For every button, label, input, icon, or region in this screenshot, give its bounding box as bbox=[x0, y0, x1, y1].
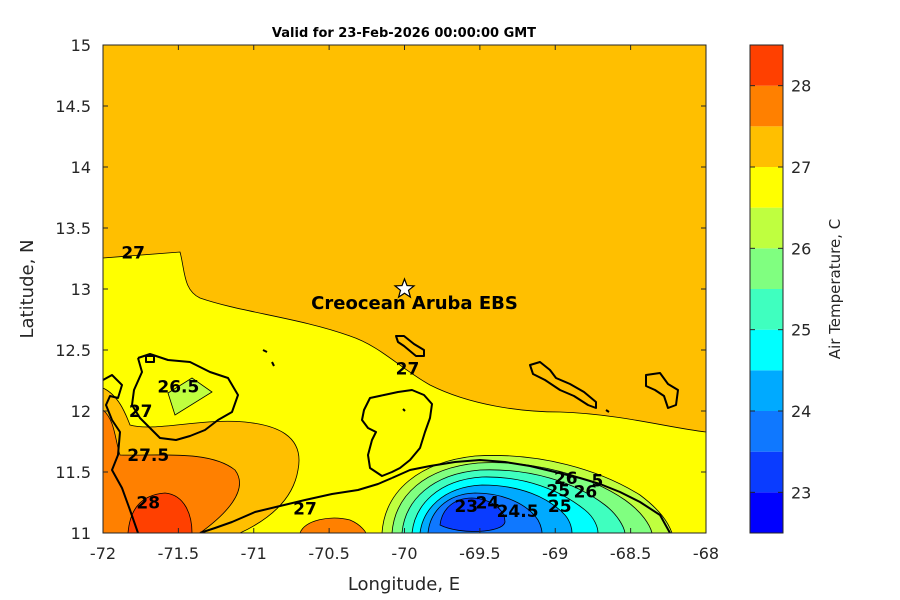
colorbar-segment bbox=[750, 492, 783, 533]
colorbar-tick-label: 28 bbox=[791, 77, 811, 96]
x-tick-label: -68.5 bbox=[610, 544, 651, 563]
coast-aruba bbox=[395, 335, 425, 357]
x-tick-label: -71.5 bbox=[158, 544, 199, 563]
colorbar-segment bbox=[750, 370, 783, 411]
coast-islet-3 bbox=[271, 361, 275, 367]
colorbar-segment bbox=[750, 207, 783, 249]
fill-27_5-28-east bbox=[300, 518, 366, 533]
contour-label: 27 bbox=[396, 359, 420, 379]
x-axis: -72 -71.5 -71 -70.5 -70 -69.5 -69 -68.5 -68 bbox=[90, 45, 719, 563]
contour-label: 24 bbox=[476, 494, 500, 514]
coast-islet-2 bbox=[262, 349, 268, 353]
contour-label: 26 bbox=[574, 483, 598, 503]
y-tick-label: 11.5 bbox=[55, 463, 91, 482]
station: Creocean Aruba EBS bbox=[311, 277, 518, 314]
coast-venezuela-east bbox=[391, 459, 671, 533]
colorbar bbox=[750, 45, 783, 533]
colorbar-label: Air Temperature, C bbox=[826, 219, 844, 359]
colorbar-frame bbox=[749, 44, 784, 534]
contour-label: 26.5 bbox=[157, 378, 199, 398]
coast-bonaire bbox=[645, 372, 679, 409]
y-tick-label: 14.5 bbox=[55, 97, 91, 116]
x-tick-label: -68 bbox=[693, 544, 719, 563]
contour-label: 25 bbox=[548, 497, 572, 517]
contour-label: 24.5 bbox=[497, 502, 539, 522]
contour-lines bbox=[103, 251, 706, 533]
fill-26-26_5-north bbox=[168, 378, 212, 415]
contour-label: 5 bbox=[592, 472, 604, 492]
colorbar-segment bbox=[750, 451, 783, 493]
contour-label: 27 bbox=[121, 243, 145, 263]
x-tick-label: -69.5 bbox=[459, 544, 500, 563]
contour-field bbox=[103, 45, 706, 533]
contour-label: 27 bbox=[129, 402, 153, 422]
colorbar-tick-label: 24 bbox=[791, 402, 811, 421]
colorbar-segment bbox=[750, 248, 783, 289]
map-title: Valid for 23-Feb-2026 00:00:00 GMT bbox=[272, 26, 536, 41]
y-tick-label: 13 bbox=[71, 280, 91, 299]
contour-label: 26 bbox=[554, 469, 578, 489]
colorbar-tick-label: 25 bbox=[791, 321, 811, 340]
coast-falcon-north bbox=[131, 357, 151, 429]
coast-gulf-of-venezuela bbox=[137, 353, 239, 441]
y-tick-label: 13.5 bbox=[55, 219, 91, 238]
coast-falcon-south bbox=[199, 477, 393, 533]
x-tick-label: -70.5 bbox=[308, 544, 349, 563]
contour-label: 27 bbox=[293, 500, 317, 520]
coast-curacao bbox=[529, 361, 597, 409]
station-name: Creocean Aruba EBS bbox=[311, 293, 518, 314]
y-tick-label: 15 bbox=[71, 36, 91, 55]
colorbar-segment bbox=[750, 126, 783, 167]
y-tick-label: 11 bbox=[71, 524, 91, 543]
x-tick-label: -70 bbox=[391, 544, 417, 563]
y-axis: 15 14.5 14 13.5 13 12.5 12 11.5 11 bbox=[55, 36, 706, 543]
contour-label: 23 bbox=[454, 497, 478, 517]
y-axis-label: Latitude, N bbox=[17, 240, 38, 339]
colorbar-segment bbox=[750, 329, 783, 371]
contour-label: 28 bbox=[136, 494, 160, 514]
colorbar-ticks: 23 24 25 26 27 28 bbox=[750, 77, 811, 502]
y-tick-label: 14 bbox=[71, 158, 91, 177]
colorbar-tick-label: 23 bbox=[791, 483, 811, 502]
coast-islet-5 bbox=[402, 408, 406, 412]
fill-27_5-28 bbox=[103, 410, 240, 533]
colorbar-segment bbox=[750, 167, 783, 208]
colorbar-tick-label: 27 bbox=[791, 158, 811, 177]
contour-label: 25 bbox=[546, 481, 570, 501]
coast-guajira bbox=[103, 374, 139, 533]
colorbar-segment bbox=[750, 45, 783, 86]
fill-28-28_5 bbox=[128, 493, 192, 533]
y-tick-label: 12.5 bbox=[55, 341, 91, 360]
coastlines bbox=[103, 335, 679, 533]
x-tick-label: -69 bbox=[542, 544, 568, 563]
y-tick-label: 12 bbox=[71, 402, 91, 421]
fill-23-23_5 bbox=[440, 498, 505, 532]
x-tick-label: -71 bbox=[241, 544, 267, 563]
colorbar-segment bbox=[750, 85, 783, 127]
colorbar-segment bbox=[750, 411, 783, 452]
station-star-icon bbox=[393, 277, 416, 299]
coast-islet-1 bbox=[145, 355, 155, 363]
coast-islet-4 bbox=[605, 409, 610, 413]
colorbar-tick-label: 26 bbox=[791, 239, 811, 258]
x-axis-label: Longitude, E bbox=[348, 574, 460, 595]
x-tick-label: -72 bbox=[90, 544, 116, 563]
contour-label: 27.5 bbox=[127, 446, 169, 466]
colorbar-segment bbox=[750, 289, 783, 330]
coast-paraguana bbox=[361, 389, 433, 477]
